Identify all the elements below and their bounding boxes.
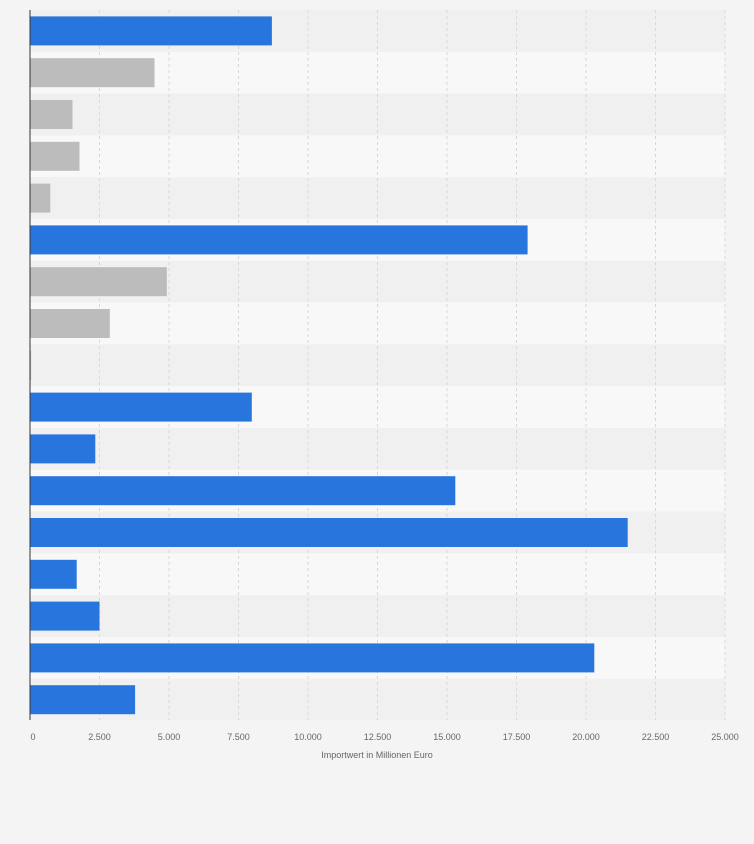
x-axis-label: Importwert in Millionen Euro xyxy=(321,750,433,760)
bar xyxy=(30,100,73,129)
x-tick-label: 22.500 xyxy=(642,732,670,742)
bar xyxy=(30,350,32,380)
bar xyxy=(30,141,80,171)
x-tick-label: 12.500 xyxy=(364,732,392,742)
x-tick-label: 0 xyxy=(30,732,35,742)
bar xyxy=(30,225,528,255)
x-tick-label: 15.000 xyxy=(433,732,461,742)
x-tick-label: 10.000 xyxy=(294,732,322,742)
bar xyxy=(30,476,456,506)
x-tick-label: 2.500 xyxy=(88,732,111,742)
bar xyxy=(30,559,77,589)
bar xyxy=(30,183,51,213)
x-tick-label: 25.000 xyxy=(711,732,739,742)
bar xyxy=(30,434,96,464)
bar xyxy=(30,643,595,673)
bar xyxy=(30,267,167,297)
x-tick-label: 5.000 xyxy=(158,732,181,742)
bar xyxy=(30,16,272,46)
bar xyxy=(30,58,155,88)
bars xyxy=(30,16,628,715)
bar xyxy=(30,518,628,547)
bar xyxy=(30,601,100,631)
bar xyxy=(30,309,110,338)
x-tick-label: 7.500 xyxy=(227,732,250,742)
x-tick-label: 17.500 xyxy=(503,732,531,742)
bar xyxy=(30,392,252,422)
x-tick-label: 20.000 xyxy=(572,732,600,742)
x-tick-labels: 0 2.500 5.000 7.500 10.000 12.500 15.000 17.500… xyxy=(30,732,738,742)
gridlines xyxy=(99,10,726,720)
bar xyxy=(30,685,136,715)
